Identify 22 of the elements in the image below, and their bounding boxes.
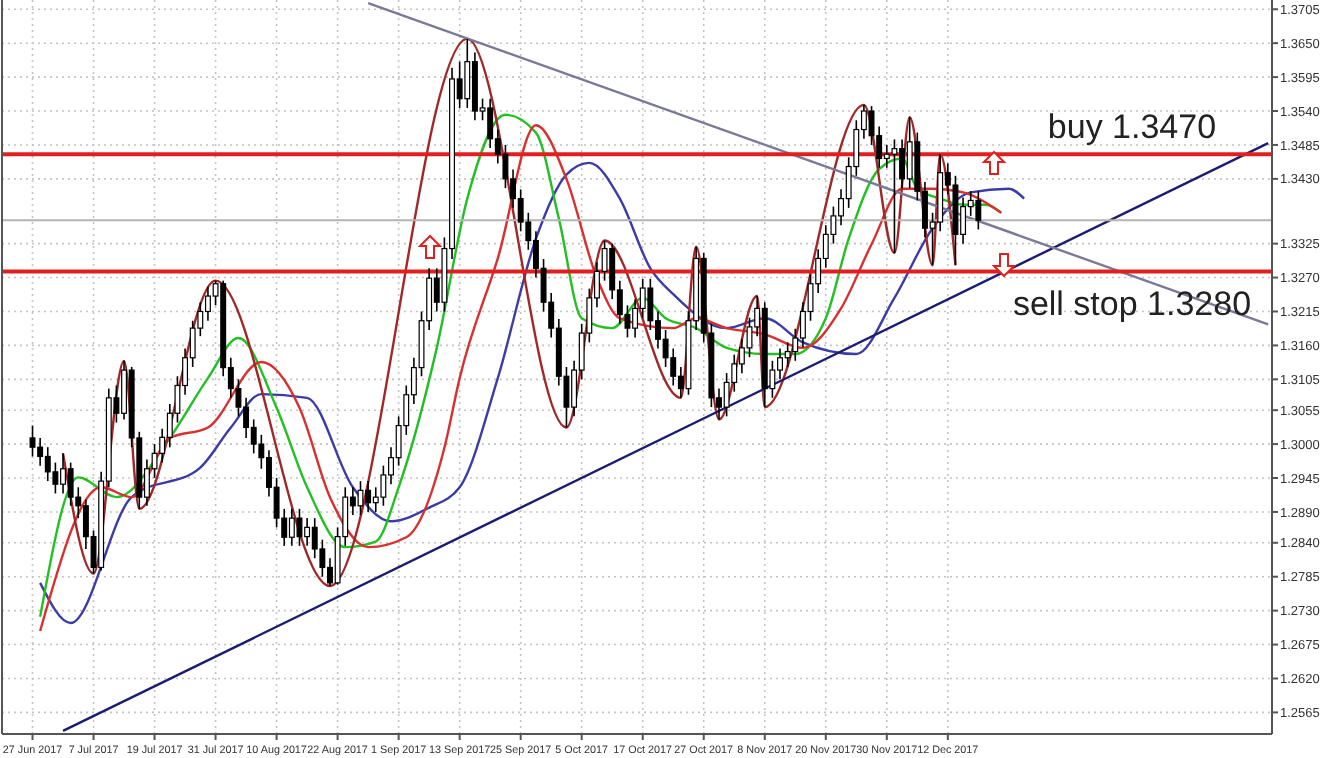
line-series — [61, 37, 957, 588]
candlestick — [204, 286, 211, 322]
candlestick — [357, 480, 364, 516]
candlestick — [670, 347, 677, 387]
candlestick — [975, 190, 982, 231]
candlestick — [899, 138, 906, 189]
candlestick — [464, 38, 471, 109]
candlestick — [37, 437, 44, 467]
candlestick — [891, 138, 898, 254]
candlestick — [304, 517, 311, 547]
candlestick — [906, 116, 913, 189]
candlestick — [365, 480, 372, 513]
candlestick — [60, 452, 66, 495]
candlestick — [777, 347, 783, 381]
candlestick — [296, 508, 303, 547]
candlestick — [44, 446, 51, 482]
candlestick — [487, 97, 494, 149]
candlestick — [29, 424, 36, 458]
ref-line-label: buy 1.3470 — [1047, 108, 1217, 147]
candlestick — [311, 517, 318, 560]
candlestick — [288, 508, 295, 547]
candlestick — [380, 464, 387, 507]
